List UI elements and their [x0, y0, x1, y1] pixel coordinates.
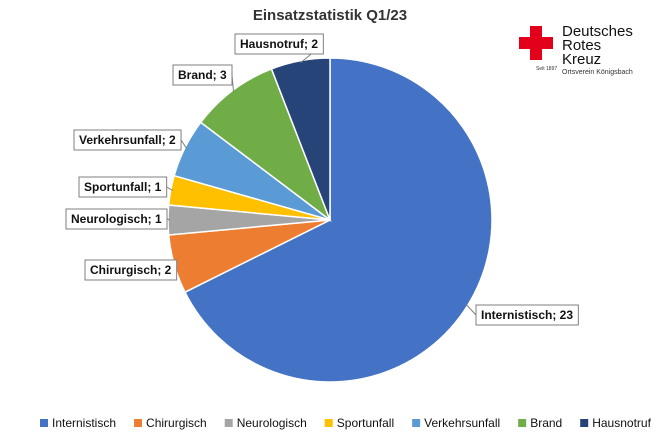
data-label-sportunfall: Sportunfall; 1: [78, 176, 173, 198]
legend-label: Verkehrsunfall: [424, 416, 500, 430]
leader-line: [180, 139, 188, 149]
data-label-box: [65, 208, 168, 230]
logo-seit: Seit 1897: [536, 66, 557, 72]
data-label-text: Verkehrsunfall; 2: [79, 133, 176, 147]
legend-item-brand: Brand: [518, 416, 562, 430]
legend-swatch: [224, 419, 233, 427]
legend-label: Brand: [530, 416, 562, 430]
legend-swatch: [134, 419, 143, 427]
data-label-chirurgisch: Chirurgisch; 2: [84, 259, 178, 281]
legend-item-internistisch: Internistisch: [40, 416, 116, 430]
legend-swatch: [518, 419, 527, 427]
legend-label: Hausnotruf: [592, 416, 651, 430]
legend-swatch: [580, 419, 589, 427]
legend-swatch: [412, 419, 421, 427]
legend-item-sportunfall: Sportunfall: [324, 416, 394, 430]
data-label-box: [73, 129, 182, 151]
data-label-text: Sportunfall; 1: [84, 180, 162, 194]
pie-slice-hausnotruf: [270, 57, 331, 221]
data-labels: Internistisch; 23 Chirurgisch; 2 Neurologi…: [65, 33, 579, 326]
red-cross-icon: [519, 26, 553, 60]
legend-label: Sportunfall: [337, 416, 394, 430]
legend-label: Chirurgisch: [146, 416, 207, 430]
data-label-box: [234, 33, 324, 55]
legend-swatch: [40, 419, 48, 427]
leader-line: [465, 303, 477, 316]
data-label-box: [78, 176, 168, 198]
legend-item-hausnotruf: Hausnotruf: [580, 416, 652, 430]
legend: Internistisch Chirurgisch Neurologisch Spor…: [40, 416, 652, 430]
red-cross-logo: Deutsches Rotes Kreuz Ortsverein Königsb…: [519, 23, 633, 76]
logo-line-3: Kreuz: [562, 51, 601, 68]
data-label-box: [172, 64, 233, 86]
logo-subline: Ortsverein Königsbach: [562, 69, 633, 76]
legend-item-chirurgisch: Chirurgisch: [134, 416, 207, 430]
data-label-box: [475, 304, 579, 326]
data-label-text: Chirurgisch; 2: [90, 263, 172, 277]
legend-label: Neurologisch: [237, 416, 307, 430]
legend-item-neurologisch: Neurologisch: [224, 416, 307, 430]
legend-swatch: [324, 419, 333, 427]
data-label-neurologisch: Neurologisch; 1: [65, 208, 171, 230]
legend-item-verkehrsunfall: Verkehrsunfall: [412, 416, 500, 430]
pie-slices: [167, 57, 493, 383]
logo-line-2: Rotes: [562, 37, 601, 54]
pie-slice-internistisch: [183, 57, 493, 383]
data-label-text: Hausnotruf; 2: [240, 37, 318, 51]
data-label-hausnotruf: Hausnotruf; 2: [234, 33, 324, 64]
data-label-internistisch: Internistisch; 23: [465, 303, 579, 326]
data-label-brand: Brand; 3: [172, 64, 235, 93]
legend-label: Internistisch: [52, 416, 116, 430]
chart-title: Einsatzstatistik Q1/23: [253, 7, 407, 24]
data-label-text: Neurologisch; 1: [71, 212, 162, 226]
logo-line-1: Deutsches: [562, 23, 633, 40]
data-label-text: Brand; 3: [178, 68, 227, 82]
data-label-box: [84, 259, 178, 281]
leader-line: [166, 186, 173, 192]
pie-slice-brand: [199, 67, 332, 223]
data-label-text: Internistisch; 23: [481, 308, 573, 322]
data-label-verkehrsunfall: Verkehrsunfall; 2: [73, 129, 188, 151]
